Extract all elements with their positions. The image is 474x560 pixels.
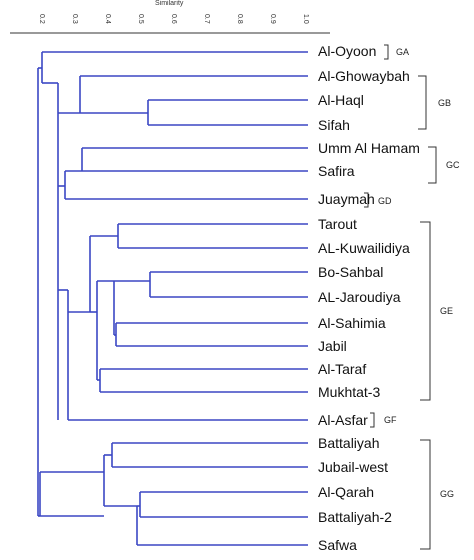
group-label: GC — [446, 160, 460, 170]
bracket-ga — [384, 44, 389, 60]
group-label: GD — [378, 196, 392, 206]
brackets — [364, 44, 437, 550]
leaf-label: Tarout — [318, 216, 357, 232]
branches — [37, 51, 308, 546]
group-label: GA — [396, 47, 410, 57]
leaf-label: AL-Kuwailidiya — [318, 240, 410, 256]
leaf-label: AL-Jaroudiya — [318, 289, 401, 305]
bracket-gc — [428, 146, 437, 184]
leaf-label: Al-Haql — [318, 92, 364, 108]
bracket-gb — [418, 75, 427, 130]
leaf-label: Al-Sahimia — [318, 315, 386, 331]
leaf-label: Safira — [318, 163, 355, 179]
group-label: GE — [440, 306, 454, 316]
leaf-label: Jubail-west — [318, 459, 389, 475]
leaf-label: Al-Qarah — [318, 484, 375, 500]
leaf-label: Jabil — [318, 338, 347, 354]
leaf-label: Al-Oyoon — [318, 43, 377, 59]
leaf-label: Al-Taraf — [318, 361, 367, 377]
group-label: GB — [438, 98, 452, 108]
leaf-label: Bo-Sahbal — [318, 264, 384, 280]
leaf-label: Battaliyah — [318, 435, 380, 451]
bracket-gd — [364, 192, 369, 208]
bracket-gf — [370, 412, 375, 428]
leaf-label: Al-Asfar — [318, 412, 368, 428]
group-label: GF — [384, 415, 397, 425]
leaf-label: Battaliyah-2 — [318, 509, 392, 525]
leaf-label: Al-Ghowaybah — [318, 68, 410, 84]
bracket-gg — [420, 439, 431, 550]
axis-title: Similarity — [155, 0, 184, 7]
group-label: GG — [440, 489, 455, 499]
leaf-label: Sifah — [318, 117, 350, 133]
bracket-ge — [420, 221, 431, 401]
leaf-label: Juaymah — [318, 191, 375, 207]
leaf-label: Umm Al Hamam — [318, 140, 420, 156]
leaf-label: Safwa — [318, 537, 357, 553]
leaf-label: Mukhtat-3 — [318, 384, 381, 400]
